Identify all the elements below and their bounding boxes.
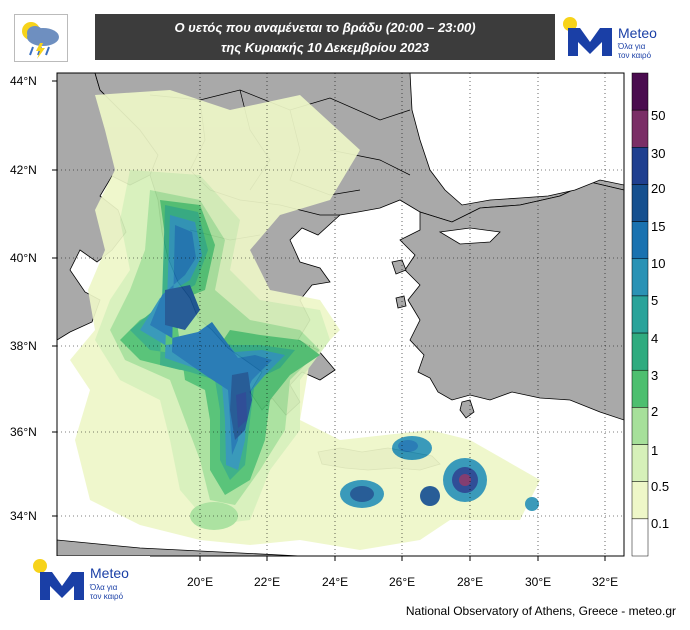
lon-label-24: 24°E xyxy=(322,575,348,589)
meteo-brand-name: Meteo xyxy=(90,565,129,581)
meteo-tagline-2: τον καιρό xyxy=(90,592,124,601)
legend-label-30: 30 xyxy=(651,146,665,161)
precip-cell-5 xyxy=(525,497,539,511)
meteo-tagline-2: τον καιρό xyxy=(618,51,652,60)
precip-cell-3 xyxy=(420,486,440,506)
lat-label-38: 38°N xyxy=(10,339,37,353)
legend-swatch xyxy=(631,221,649,260)
legend-colorbar xyxy=(631,72,649,557)
legend-label-0.5: 0.5 xyxy=(651,479,669,494)
legend-labels: 50 30 20 15 10 5 4 3 2 1 0.5 0.1 xyxy=(651,108,669,531)
rhodes-land xyxy=(459,399,475,419)
lon-label-32: 32°E xyxy=(592,575,618,589)
lon-label-22: 22°E xyxy=(254,575,280,589)
africa-land xyxy=(57,539,301,556)
legend-label-2: 2 xyxy=(651,404,658,419)
lat-label-40: 40°N xyxy=(10,251,37,265)
lat-label-44: 44°N xyxy=(10,74,37,88)
marmara-water xyxy=(438,227,501,245)
legend-label-4: 4 xyxy=(651,331,658,346)
legend-swatch xyxy=(631,184,649,222)
legend-label-5: 5 xyxy=(651,293,658,308)
sun-icon xyxy=(563,17,577,31)
lat-label-36: 36°N xyxy=(10,425,37,439)
map-border xyxy=(56,72,625,557)
map-title: Ο υετός που αναμένεται το βράδυ (20:00 –… xyxy=(95,14,555,60)
black-sea xyxy=(409,73,624,245)
precip-15 xyxy=(165,285,200,330)
title-line-2: της Κυριακής 10 Δεκεμβρίου 2023 xyxy=(221,40,429,55)
legend-swatch xyxy=(631,369,649,408)
meteo-m-icon xyxy=(40,572,84,600)
legend-swatch xyxy=(631,407,649,445)
legend-swatch xyxy=(631,109,649,148)
graticule xyxy=(57,73,624,556)
lon-label-30: 30°E xyxy=(525,575,551,589)
turkey-land xyxy=(399,181,624,421)
legend-label-15: 15 xyxy=(651,219,665,234)
precip-cell-2-core xyxy=(459,474,471,486)
precip-cell-1-core xyxy=(350,486,374,502)
lon-label-26: 26°E xyxy=(389,575,415,589)
map-area xyxy=(57,73,624,556)
legend-label-10: 10 xyxy=(651,256,665,271)
legend-label-1: 1 xyxy=(651,443,658,458)
precipitation-layer xyxy=(70,90,540,550)
lon-label-28: 28°E xyxy=(457,575,483,589)
title-line-1: Ο υετός που αναμένεται το βράδυ (20:00 –… xyxy=(174,20,476,35)
precip-cell-4-core xyxy=(398,440,418,452)
meteo-tagline-1: Όλα για xyxy=(89,583,118,592)
legend-swatch xyxy=(631,481,649,520)
legend-swatch xyxy=(631,444,649,482)
precip-cell-6 xyxy=(190,502,238,530)
legend-swatch xyxy=(631,147,649,185)
legend-label-50: 50 xyxy=(651,108,665,123)
legend-swatch xyxy=(631,332,649,371)
sun-icon xyxy=(33,559,47,573)
legend-label-3: 3 xyxy=(651,368,658,383)
legend-swatch xyxy=(631,518,649,557)
legend-swatch xyxy=(631,72,649,111)
weather-icon-logo xyxy=(14,14,68,62)
meteo-brand-name: Meteo xyxy=(618,25,657,41)
legend-label-20: 20 xyxy=(651,181,665,196)
lat-label-34: 34°N xyxy=(10,509,37,523)
meteo-logo-top: Meteo Όλα για τον καιρό xyxy=(560,14,676,60)
meteo-logo-bottom: Meteo Όλα για τον καιρό xyxy=(30,556,150,606)
meteo-m-icon xyxy=(568,28,612,56)
rain-cloud-icon xyxy=(22,22,59,59)
lat-label-42: 42°N xyxy=(10,163,37,177)
footer-credit: National Observatory of Athens, Greece -… xyxy=(405,604,676,618)
legend-swatch xyxy=(631,258,649,297)
lesvos-land xyxy=(391,259,407,275)
meteo-tagline-1: Όλα για xyxy=(617,42,646,51)
legend-swatch xyxy=(631,295,649,334)
lat-ticks xyxy=(52,80,57,517)
legend-label-0.1: 0.1 xyxy=(651,516,669,531)
precip-20 xyxy=(236,392,247,428)
chios-land xyxy=(395,295,407,309)
black-sea-water xyxy=(409,73,624,206)
lon-ticks xyxy=(199,556,606,561)
lon-label-20: 20°E xyxy=(187,575,213,589)
